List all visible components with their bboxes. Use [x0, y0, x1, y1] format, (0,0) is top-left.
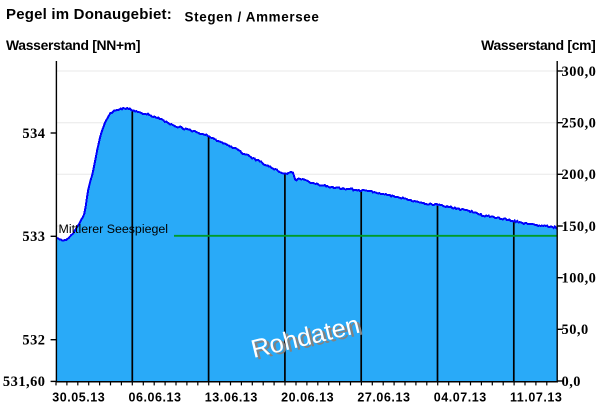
- svg-text:27.06.13: 27.06.13: [357, 390, 410, 404]
- svg-text:531,60: 531,60: [3, 374, 46, 390]
- svg-text:06.06.13: 06.06.13: [129, 390, 182, 404]
- svg-text:532: 532: [22, 333, 45, 349]
- svg-text:533: 533: [22, 229, 45, 245]
- svg-text:0,0: 0,0: [562, 374, 582, 390]
- svg-text:Mittlerer Seespiegel: Mittlerer Seespiegel: [59, 222, 169, 236]
- svg-text:200,0: 200,0: [562, 167, 597, 183]
- svg-text:50,0: 50,0: [562, 322, 589, 338]
- svg-text:30.05.13: 30.05.13: [52, 390, 105, 404]
- svg-text:150,0: 150,0: [562, 219, 597, 235]
- svg-text:Stegen / Ammersee: Stegen / Ammersee: [185, 10, 320, 25]
- svg-text:13.06.13: 13.06.13: [205, 390, 258, 404]
- svg-text:11.07.13: 11.07.13: [510, 390, 562, 404]
- svg-text:Pegel im Donaugebiet:: Pegel im Donaugebiet:: [6, 6, 172, 23]
- svg-text:Wasserstand [cm]: Wasserstand [cm]: [481, 37, 595, 53]
- svg-text:04.07.13: 04.07.13: [434, 390, 487, 404]
- svg-text:20.06.13: 20.06.13: [281, 390, 334, 404]
- svg-text:534: 534: [22, 126, 45, 142]
- svg-text:Wasserstand [NN+m]: Wasserstand [NN+m]: [6, 37, 140, 53]
- svg-text:100,0: 100,0: [562, 271, 597, 287]
- svg-text:250,0: 250,0: [562, 116, 597, 132]
- svg-text:300,0: 300,0: [562, 64, 597, 80]
